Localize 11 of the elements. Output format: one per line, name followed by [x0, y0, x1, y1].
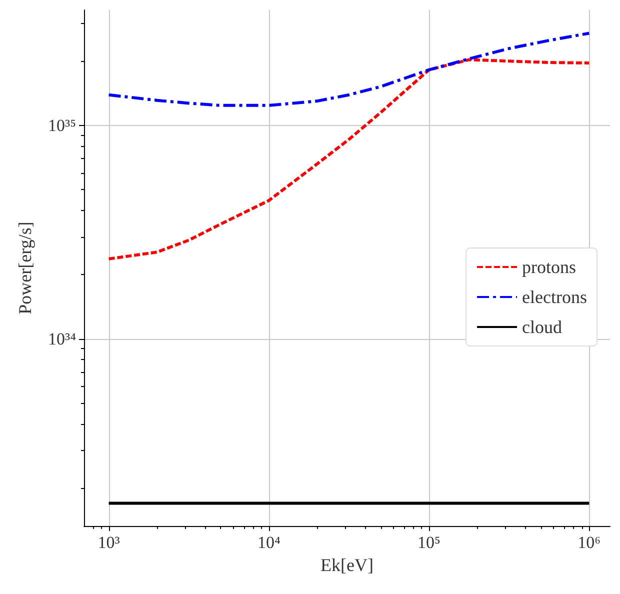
x-tick-label: 10⁵	[418, 533, 441, 552]
y-axis-title: Power[erg/s]	[15, 222, 35, 314]
legend-label: protons	[522, 257, 576, 277]
x-tick-label: 10⁶	[578, 533, 601, 552]
y-tick-label: 10³⁴	[48, 329, 76, 348]
legend-label: cloud	[522, 317, 562, 337]
x-axis-title: Ek[eV]	[320, 555, 374, 575]
y-tick-label: 10³⁵	[48, 116, 76, 135]
x-tick-label: 10³	[98, 533, 120, 552]
x-tick-label: 10⁴	[257, 533, 280, 552]
legend-label: electrons	[522, 287, 587, 307]
